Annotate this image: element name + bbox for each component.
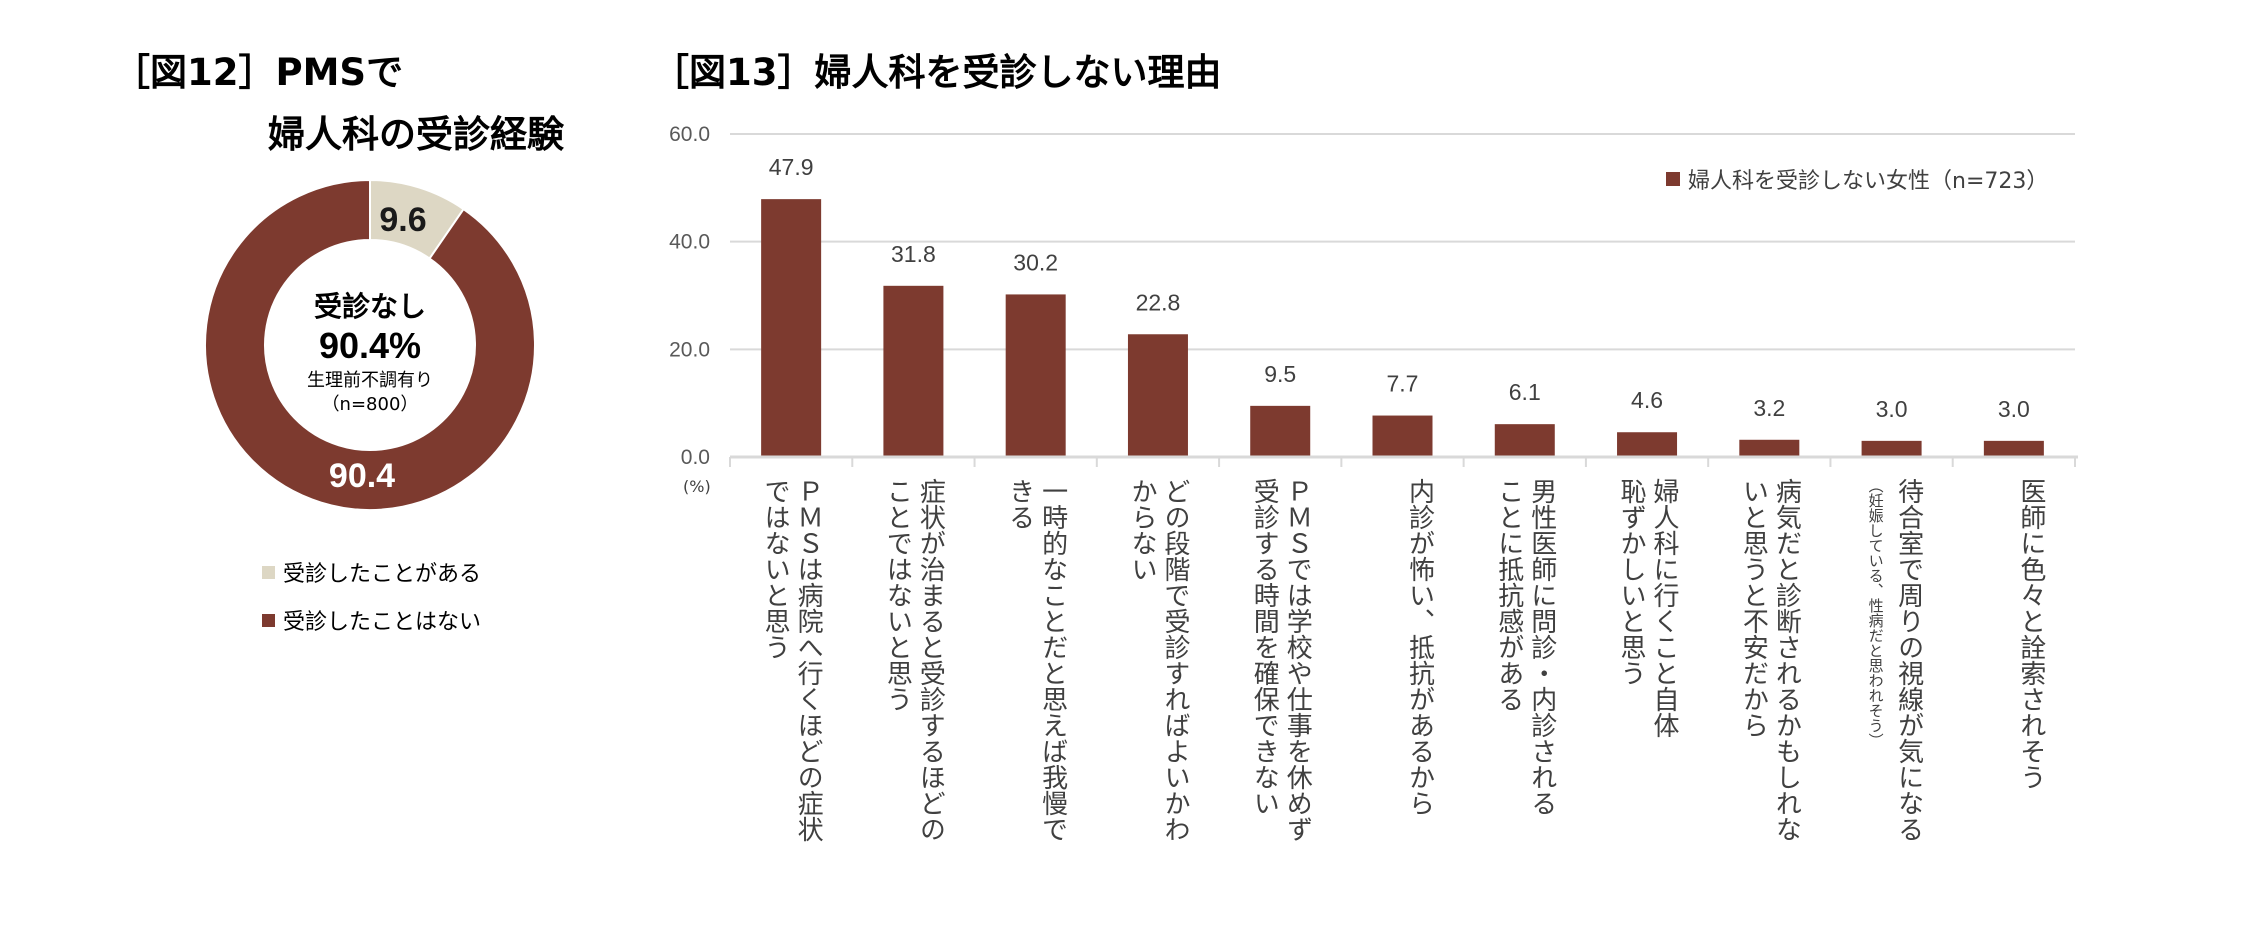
donut-center-sub: 生理前不調有り (307, 370, 433, 391)
category-label-1: ＰＭＳは病院へ行くほどの症状 ではないと思う (758, 478, 824, 908)
bar-9 (1739, 439, 1800, 457)
donut-center-label: 受診なし (314, 290, 426, 323)
y-tick-label: 20.0 (669, 338, 710, 361)
category-label-text: ＰＭＳでは学校や仕事を休めず 受診する時間を確保できない (1249, 478, 1313, 842)
category-label-text: 男性医師に問診・内診される ことに抵抗感がある (1493, 478, 1557, 816)
donut-chart: 9.6 90.4 受診なし 90.4% 生理前不調有り （n=800） (204, 178, 536, 511)
category-label-text: どの段階で受診すればよいかわ からない (1126, 478, 1190, 842)
figure13-title: ［図13］婦人科を受診しない理由 (652, 51, 1222, 94)
y-tick-label: 0.0 (681, 446, 710, 469)
bars (761, 199, 2044, 457)
donut-legend-item-1: 受診したことがある (262, 556, 481, 588)
bar-value-label-5: 9.5 (1264, 361, 1296, 387)
bar-legend-label: 婦人科を受診しない女性（n=723） (1688, 169, 2049, 194)
bar-value-label-11: 3.0 (1998, 396, 2030, 422)
figure12-title-line2: 婦人科の受診経験 (268, 113, 564, 156)
donut-value-label-1: 9.6 (379, 201, 426, 239)
bar-value-label-7: 6.1 (1509, 379, 1541, 405)
value-labels: 47.9 31.8 30.2 22.8 9.5 7.7 6.1 4.6 3.2 3.0 3.0 (769, 154, 2030, 422)
gridlines (730, 133, 2075, 351)
category-label-text: 内診が怖い、抵抗があるから (1404, 478, 1435, 816)
bar-10 (1861, 440, 1922, 457)
legend-label: 受診したことはない (283, 610, 482, 635)
category-label-11: 医師に色々と詮索されそう (1981, 478, 2047, 908)
bar-4 (1127, 334, 1188, 457)
x-axis (729, 455, 2078, 467)
bar-3 (1005, 294, 1066, 457)
category-label-6: 内診が怖い、抵抗があるから (1370, 478, 1436, 908)
y-axis-ticks: 0.0 20.0 40.0 60.0 (669, 123, 710, 469)
bar-2 (883, 285, 944, 457)
bar-value-label-1: 47.9 (769, 154, 814, 180)
bar-value-label-6: 7.7 (1387, 371, 1419, 397)
category-label-text: 一時的なことだと思えば我慢で きる (1004, 478, 1068, 842)
y-tick-label: 40.0 (669, 231, 710, 254)
bar-value-label-4: 22.8 (1136, 289, 1181, 315)
category-label-text: 待合室で周りの視線が気になる (1893, 478, 1924, 842)
category-label-text: 医師に色々と詮索されそう (2015, 478, 2046, 790)
donut-center-value: 90.4% (319, 325, 421, 366)
legend-label: 受診したことがある (283, 562, 482, 587)
category-label-text: 婦人科に行くこと自体 恥ずかしいと思う (1616, 478, 1680, 738)
legend-swatch (1666, 172, 1680, 186)
legend-swatch (262, 565, 275, 579)
category-label-3: 一時的なことだと思えば我慢で きる (1003, 478, 1069, 908)
bar-value-label-8: 4.6 (1631, 387, 1663, 413)
bar-value-label-3: 30.2 (1013, 249, 1058, 275)
bar-11 (1983, 440, 2044, 457)
category-label-7: 男性医師に問診・内診される ことに抵抗感がある (1492, 478, 1558, 908)
donut-segments (204, 178, 536, 511)
category-label-text: 病気だと診断されるかもしれな いと思うと不安だから (1738, 478, 1802, 842)
legend-swatch (262, 613, 275, 627)
figure12-title-line1: ［図12］PMSで (113, 51, 404, 94)
donut-segment-2 (204, 178, 536, 511)
bar-6 (1372, 415, 1433, 457)
donut-center-n: （n=800） (322, 394, 419, 415)
category-label-4: どの段階で受診すればよいかわ からない (1125, 478, 1191, 908)
category-label-text: ＰＭＳは病院へ行くほどの症状 ではないと思う (760, 478, 824, 842)
donut-value-label-2: 90.4 (329, 457, 395, 495)
category-label-8: 婦人科に行くこと自体 恥ずかしいと思う (1614, 478, 1680, 908)
category-label-2: 症状が治まると受診するほどの ことではないと思う (880, 478, 946, 908)
category-label-5: ＰＭＳでは学校や仕事を休めず 受診する時間を確保できない (1247, 478, 1313, 908)
category-note: （妊娠している、性病だと思われそう） (1866, 478, 1885, 748)
bar-5 (1250, 405, 1311, 457)
bar-value-label-9: 3.2 (1753, 395, 1785, 421)
bar-7 (1494, 424, 1555, 457)
bar-value-label-2: 31.8 (891, 241, 936, 267)
bar-8 (1617, 432, 1678, 457)
bar-value-label-10: 3.0 (1876, 396, 1908, 422)
category-label-10: 待合室で周りの視線が気になる （妊娠している、性病だと思われそう） (1859, 478, 1925, 908)
bar-legend: 婦人科を受診しない女性（n=723） (1666, 163, 2048, 195)
category-label-text: 症状が治まると受診するほどの ことではないと思う (882, 478, 946, 842)
category-label-9: 病気だと診断されるかもしれな いと思うと不安だから (1736, 478, 1802, 908)
donut-legend-item-2: 受診したことはない (262, 604, 481, 636)
bar-1 (761, 199, 822, 457)
y-axis-unit: (%) (683, 477, 711, 496)
y-tick-label: 60.0 (669, 123, 710, 146)
